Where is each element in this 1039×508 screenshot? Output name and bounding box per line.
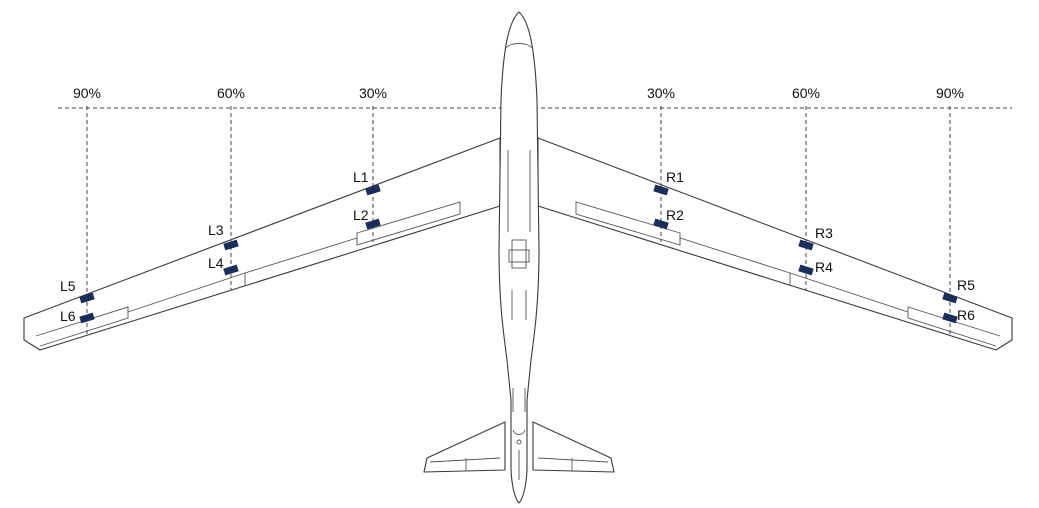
sensor-marker-l2: [365, 218, 381, 230]
sensor-label-r6: R6: [957, 307, 975, 323]
station-label-l30: 30%: [359, 85, 387, 101]
sensor-label-l5: L5: [60, 278, 76, 294]
station-label-l60: 60%: [217, 85, 245, 101]
sensor-label-r5: R5: [957, 277, 975, 293]
sensor-marker-l5: [79, 292, 95, 304]
sensor-label-l1: L1: [353, 169, 369, 185]
right-wing: [537, 137, 1013, 351]
sensor-marker-r4: [798, 264, 814, 276]
station-label-r30: 30%: [647, 85, 675, 101]
sensor-marker-r1: [653, 184, 669, 196]
sensor-label-l4: L4: [208, 255, 224, 271]
sensor-marker-l4: [223, 264, 239, 276]
sensor-label-l6: L6: [60, 308, 76, 324]
left-wing: [23, 137, 501, 351]
sensor-markers: [79, 184, 958, 324]
sensor-marker-l3: [223, 239, 239, 251]
sensor-label-r4: R4: [815, 259, 833, 275]
sensor-label-l2: L2: [353, 207, 369, 223]
sensor-marker-r3: [798, 239, 814, 251]
station-labels: 90% 60% 30% 30% 60% 90%: [73, 85, 964, 101]
sensor-marker-r2: [653, 218, 669, 230]
sensor-marker-l1: [365, 184, 381, 196]
sensor-marker-l6: [79, 312, 95, 324]
station-label-r60: 60%: [792, 85, 820, 101]
sensor-labels: L1 L2 L3 L4 L5 L6 R1 R2 R3 R4 R5 R6: [60, 169, 975, 324]
sensor-marker-r6: [942, 312, 958, 324]
sensor-marker-r5: [942, 292, 958, 304]
horizontal-tail: [423, 421, 615, 473]
sensor-label-r2: R2: [666, 207, 684, 223]
sensor-label-r3: R3: [815, 225, 833, 241]
station-label-l90: 90%: [73, 85, 101, 101]
fuselage: [498, 11, 540, 504]
sensor-label-l3: L3: [208, 222, 224, 238]
sensor-label-r1: R1: [666, 169, 684, 185]
station-label-r90: 90%: [936, 85, 964, 101]
